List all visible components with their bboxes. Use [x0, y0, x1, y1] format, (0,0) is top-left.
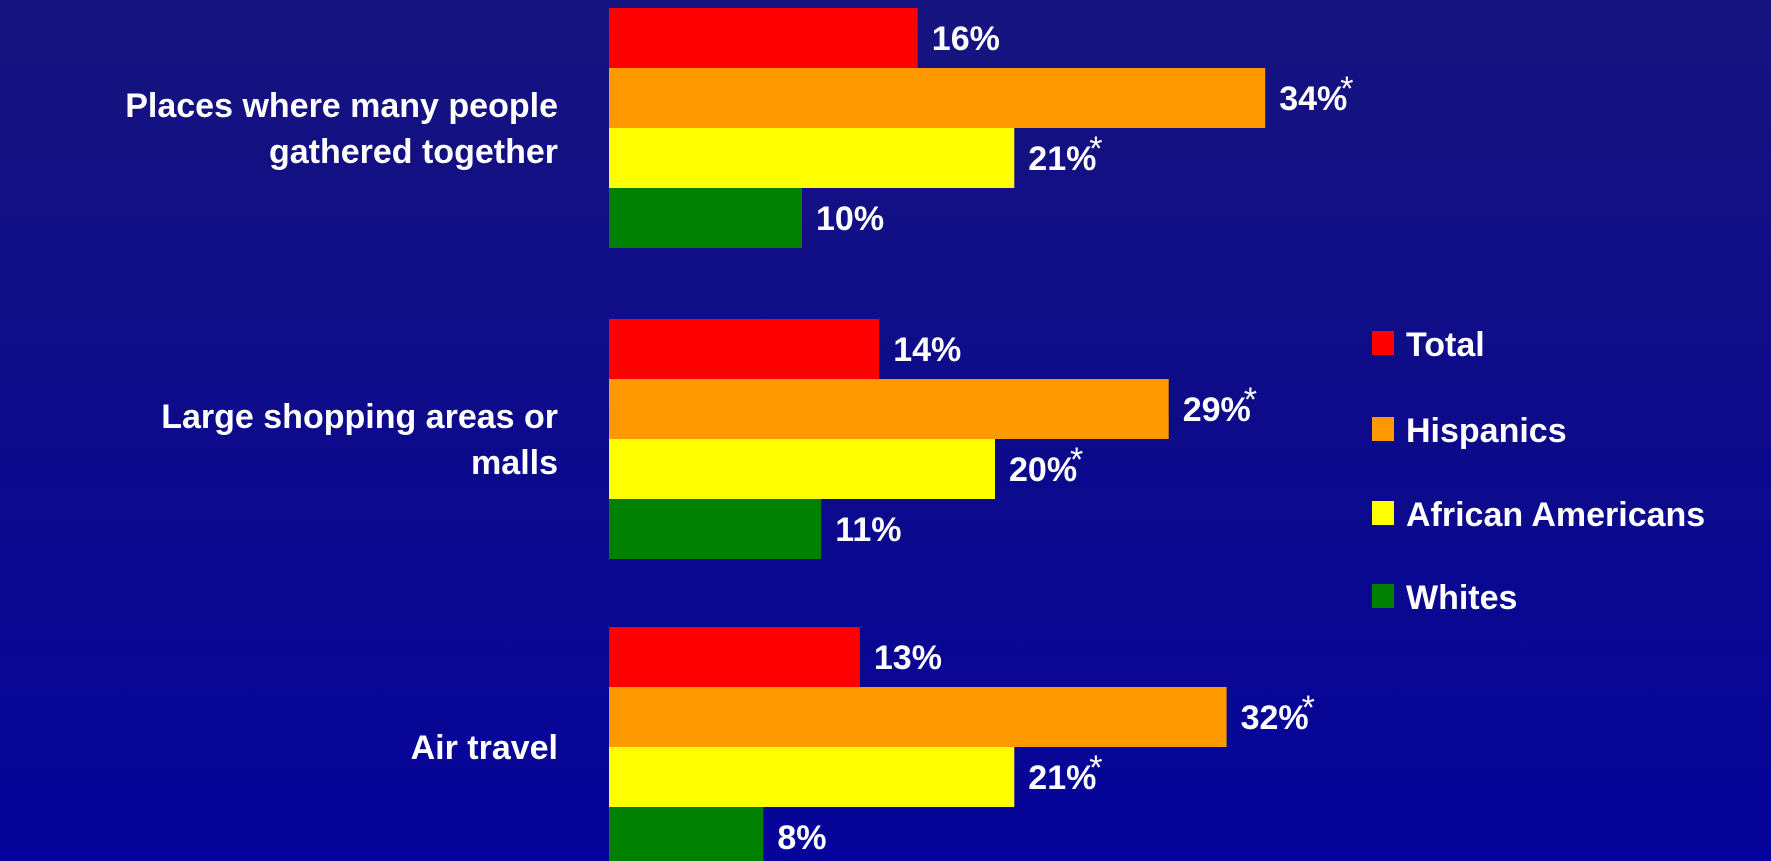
- bar-total: [609, 319, 880, 379]
- data-label: 21%: [1028, 759, 1096, 797]
- category-label: Places where many people gathered togethe…: [125, 87, 558, 171]
- bar-whites: [609, 188, 802, 248]
- significance-marker: *: [1340, 70, 1353, 108]
- data-label: 16%: [932, 20, 1000, 58]
- legend-swatch: [1372, 584, 1394, 608]
- bar-hispanics: [609, 687, 1227, 747]
- data-label: 13%: [874, 639, 942, 677]
- bar-hispanics: [609, 379, 1169, 439]
- legend-swatch: [1372, 501, 1394, 525]
- bar-whites: [609, 807, 764, 861]
- legend-label: Whites: [1406, 579, 1517, 617]
- category-label: Air travel: [411, 729, 558, 767]
- legend-label: Total: [1406, 326, 1485, 364]
- category-label: Large shopping areas or malls: [161, 398, 558, 482]
- legend-label: Hispanics: [1406, 412, 1567, 450]
- data-label: 14%: [893, 331, 961, 369]
- bar-total: [609, 8, 918, 68]
- data-label: 29%: [1183, 391, 1251, 429]
- significance-marker: *: [1089, 130, 1102, 168]
- data-label: 20%: [1009, 451, 1077, 489]
- bar-african-americans: [609, 439, 995, 499]
- bar-african-americans: [609, 128, 1015, 188]
- significance-marker: *: [1302, 689, 1315, 727]
- significance-marker: *: [1070, 441, 1083, 479]
- data-label: 11%: [835, 511, 901, 549]
- significance-marker: *: [1089, 749, 1102, 787]
- significance-marker: *: [1244, 381, 1257, 419]
- legend-label: African Americans: [1406, 496, 1705, 534]
- data-label: 34%: [1279, 80, 1347, 118]
- legend-swatch: [1372, 417, 1394, 441]
- data-label: 10%: [816, 200, 884, 238]
- bar-hispanics: [609, 68, 1266, 128]
- legend-swatch: [1372, 331, 1394, 355]
- data-label: 8%: [777, 819, 826, 857]
- bar-african-americans: [609, 747, 1015, 807]
- bar-total: [609, 627, 860, 687]
- data-label: 21%: [1028, 140, 1096, 178]
- bar-whites: [609, 499, 822, 559]
- data-label: 32%: [1241, 699, 1309, 737]
